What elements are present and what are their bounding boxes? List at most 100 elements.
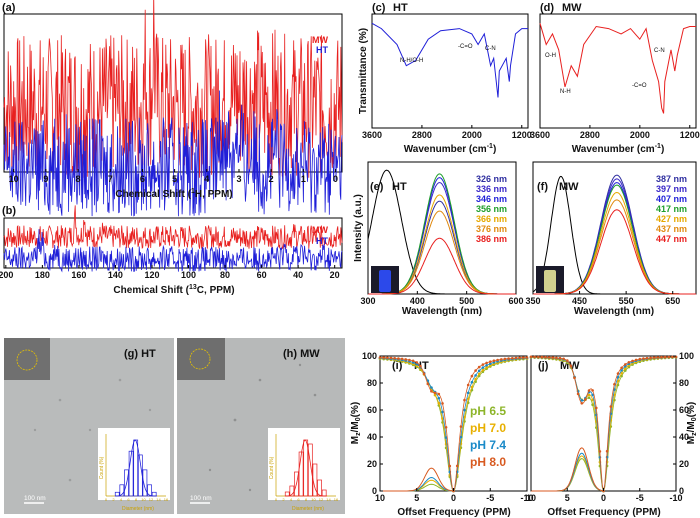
panel-a-x-label: Chemical Shift (1H, PPM) [115,188,232,200]
x-tick-label: 500 [459,296,474,306]
x-tick-label: 550 [619,296,634,306]
x-tick-label: 10 [526,493,536,503]
hist-tick-label: 8 [305,497,308,502]
panel-b-legend-mw: MW [312,225,328,235]
hist-bar [119,484,125,497]
legend-entry: 356 nm [476,204,507,214]
x-tick-label: 2800 [580,130,600,140]
hist-bar [303,439,309,497]
hist-tick-label: 14 [156,497,161,502]
x-tick-label: 0 [451,493,456,503]
panel-g-histogram: 0 2 4 6 8 10 12 14 16 [105,434,169,502]
panel-i-legend: pH 6.5 pH 7.0 pH 7.4 pH 8.0 [470,404,506,469]
legend-entry: 386 nm [476,234,507,244]
ph-legend-entry: pH 7.4 [470,438,506,452]
panel-a-label: (a) [2,2,16,14]
panel-a-legend-mw: MW [312,35,328,45]
y-tick-label: 20 [367,459,377,469]
hist-tick-label: 10 [141,497,146,502]
panel-f-title: MW [559,181,579,193]
panel-d-x-label: Wavenumber (cm-1) [572,143,665,155]
hist-tick-label: 6 [127,497,130,502]
panel-h-hist-x-label: Diameter (nm) [292,506,324,512]
panel-h-hist-y-label: Count (%) [269,456,275,479]
panel-j-x-ticks: 10 5 0 -5 -10 [526,488,683,503]
panel-e-vial-glow [379,270,391,292]
panel-b-frame [3,217,343,269]
panel-d-frame [539,13,697,129]
panel-j-x-label: Offset Frequency (PPM) [547,507,660,518]
ftir-line [539,23,696,114]
panel-d-x-ticks: 3600 2800 2000 1200 [530,125,700,140]
panel-b-label: (b) [2,205,16,217]
hist-tick-label: 10 [311,497,316,502]
x-tick-label: 3 [236,174,241,184]
hist-bar [124,469,129,497]
mtr-asym-line [531,455,604,492]
x-tick-label: 1 [301,174,306,184]
hist-bar [307,443,313,497]
panel-g-scale-label: 100 nm [24,495,46,502]
panel-g-hrtem-inset [4,338,50,380]
ph-legend-entry: pH 6.5 [470,404,506,418]
spectrum-line-mw [3,205,343,250]
x-tick-label: 450 [572,296,587,306]
panel-c-title: HT [393,2,408,14]
spectrum-line-ht [3,229,343,273]
panel-h-label: (h) MW [283,348,320,360]
panel-a-legend-ht: HT [316,45,328,55]
x-tick-label: 120 [144,270,159,280]
hist-tick-label: 0 [275,497,278,502]
mtr-asym-line [531,447,604,492]
panel-j-frame [530,355,677,492]
panel-c-y-label: Transmittance (%) [358,28,369,114]
x-tick-label: 80 [220,270,230,280]
y-tick-label: 80 [679,378,689,388]
x-tick-label: 5 [172,174,177,184]
x-tick-label: -10 [520,493,533,503]
x-tick-label: 8 [76,174,81,184]
hist-tick-label: 6 [297,497,300,502]
panel-a-plot [3,0,343,217]
panel-h-histogram: 0 2 4 6 8 10 12 14 16 [275,434,339,502]
panel-f-label: (f) [537,181,548,193]
panel-a-x-ticks: 10 9 8 7 6 5 4 3 2 1 0 [9,169,338,184]
z-spectrum-line [531,357,676,493]
panel-a-frame [3,13,343,173]
x-tick-label: 2800 [412,130,432,140]
panel-c-ann-cn: C-N [485,46,496,52]
emission-line-447nm [533,209,696,295]
panel-d-label: (d) [540,2,554,14]
panel-j-plot [529,355,678,493]
panel-i-x-ticks: 10 5 0 -5 -10 [375,488,534,503]
hist-tick-label: 14 [326,497,331,502]
panel-c-frame [371,13,529,129]
x-tick-label: 140 [108,270,123,280]
y-tick-label: 60 [367,405,377,415]
x-tick-label: 350 [525,296,540,306]
panel-c-ann-co: -C=O [458,44,473,50]
ftir-line [371,22,528,98]
mtr-asym-line [531,452,604,492]
panel-h-hrtem-inset [177,338,225,380]
z-spectrum-line [531,356,676,492]
x-tick-label: 0 [333,174,338,184]
x-tick-label: 10 [9,174,19,184]
panel-h-scale-label: 100 nm [190,495,212,502]
panel-i-y-label: Mz/M0(%) [350,402,362,444]
legend-entry: 447 nm [656,234,687,244]
y-tick-label: 100 [362,351,377,361]
x-tick-label: 2000 [462,130,482,140]
panel-f-plot [532,174,696,295]
hist-bar [142,469,148,497]
hist-bar [317,479,322,497]
panel-b-plot [3,205,343,273]
hist-bar [133,439,139,497]
ph-legend-entry: pH 8.0 [470,455,506,469]
panel-d-ann-cn: C-N [654,48,665,54]
panel-i-x-label: Offset Frequency (PPM) [397,507,510,518]
panel-e-plot [367,169,516,295]
x-tick-label: 200 [0,270,13,280]
panel-j-label: (j) [538,360,549,372]
